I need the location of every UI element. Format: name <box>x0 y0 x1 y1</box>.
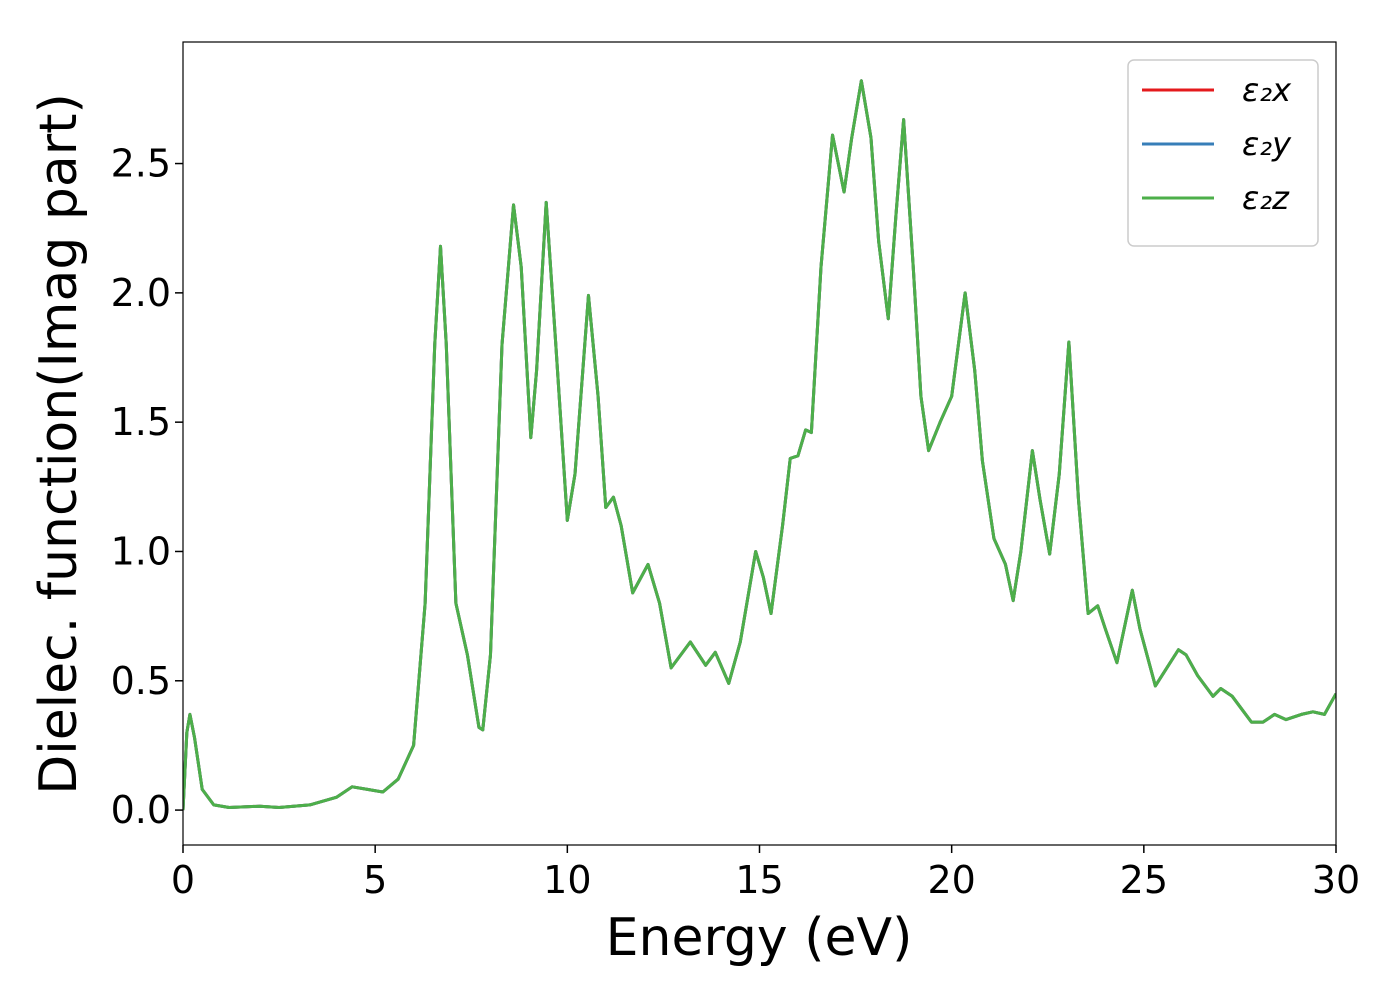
x-tick-label: 30 <box>1312 858 1360 902</box>
y-tick-label: 0.5 <box>111 659 171 703</box>
x-tick-label: 10 <box>543 858 591 902</box>
plot-frame <box>182 41 1337 846</box>
legend-label: ε₂y <box>1242 125 1292 163</box>
x-tick-label: 15 <box>735 858 783 902</box>
y-tick-label: 2.5 <box>111 142 171 186</box>
x-axis-label: Energy (eV) <box>606 908 913 968</box>
y-tick-label: 1.5 <box>111 400 171 444</box>
x-tick-label: 20 <box>927 858 975 902</box>
y-tick-label: 0.0 <box>111 788 171 832</box>
data-line <box>183 79 1336 811</box>
legend-label: ε₂x <box>1242 71 1292 109</box>
x-tick-label: 5 <box>363 858 387 902</box>
y-tick-label: 2.0 <box>111 271 171 315</box>
x-tick-label: 25 <box>1120 858 1168 902</box>
x-tick-label: 0 <box>171 858 195 902</box>
legend-label: ε₂z <box>1242 179 1290 217</box>
y-axis-label: Dielec. function(Imag part) <box>29 93 89 795</box>
y-tick-label: 1.0 <box>111 529 171 573</box>
